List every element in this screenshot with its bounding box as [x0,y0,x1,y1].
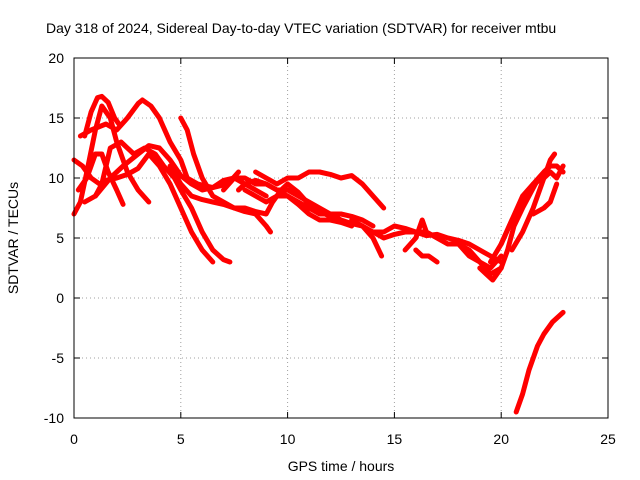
series-arc-10 [221,175,344,223]
x-tick-label: 0 [70,431,78,447]
series-arc-2 [71,103,152,217]
y-tick-label: 20 [48,50,64,66]
y-axis-label: SDTVAR / TECUs [5,182,21,294]
series-arc-4 [82,93,122,139]
data-series [71,93,566,415]
series-arc-21 [509,151,558,253]
y-tick-label: 0 [56,290,64,306]
axis-ticks: 0 5 10 15 20 25 -10 -5 0 5 10 15 20 [44,50,616,447]
series-arc-22 [530,181,560,217]
series-arc-12 [242,187,376,229]
x-tick-label: 25 [600,431,616,447]
grid [74,58,608,418]
series-arc-1 [71,151,216,265]
series-arc-23 [513,309,566,415]
y-tick-label: 5 [56,230,64,246]
series-arc-7 [92,143,269,199]
x-tick-label: 20 [493,431,509,447]
x-tick-label: 5 [177,431,185,447]
series-arc-20 [498,163,566,247]
x-tick-label: 15 [387,431,403,447]
y-tick-label: 10 [48,170,64,186]
series-arc-17 [413,247,440,265]
chart-title: Day 318 of 2024, Sidereal Day-to-day VTE… [46,20,556,36]
series-arc-13 [236,177,355,229]
x-axis-label: GPS time / hours [288,458,395,474]
y-tick-label: -10 [44,410,64,426]
series-arc-16 [402,217,504,271]
x-tick-label: 10 [280,431,296,447]
y-tick-label: -5 [52,350,65,366]
series-arc-5 [75,151,126,207]
series-arc-11 [253,169,387,211]
y-tick-label: 15 [48,110,64,126]
